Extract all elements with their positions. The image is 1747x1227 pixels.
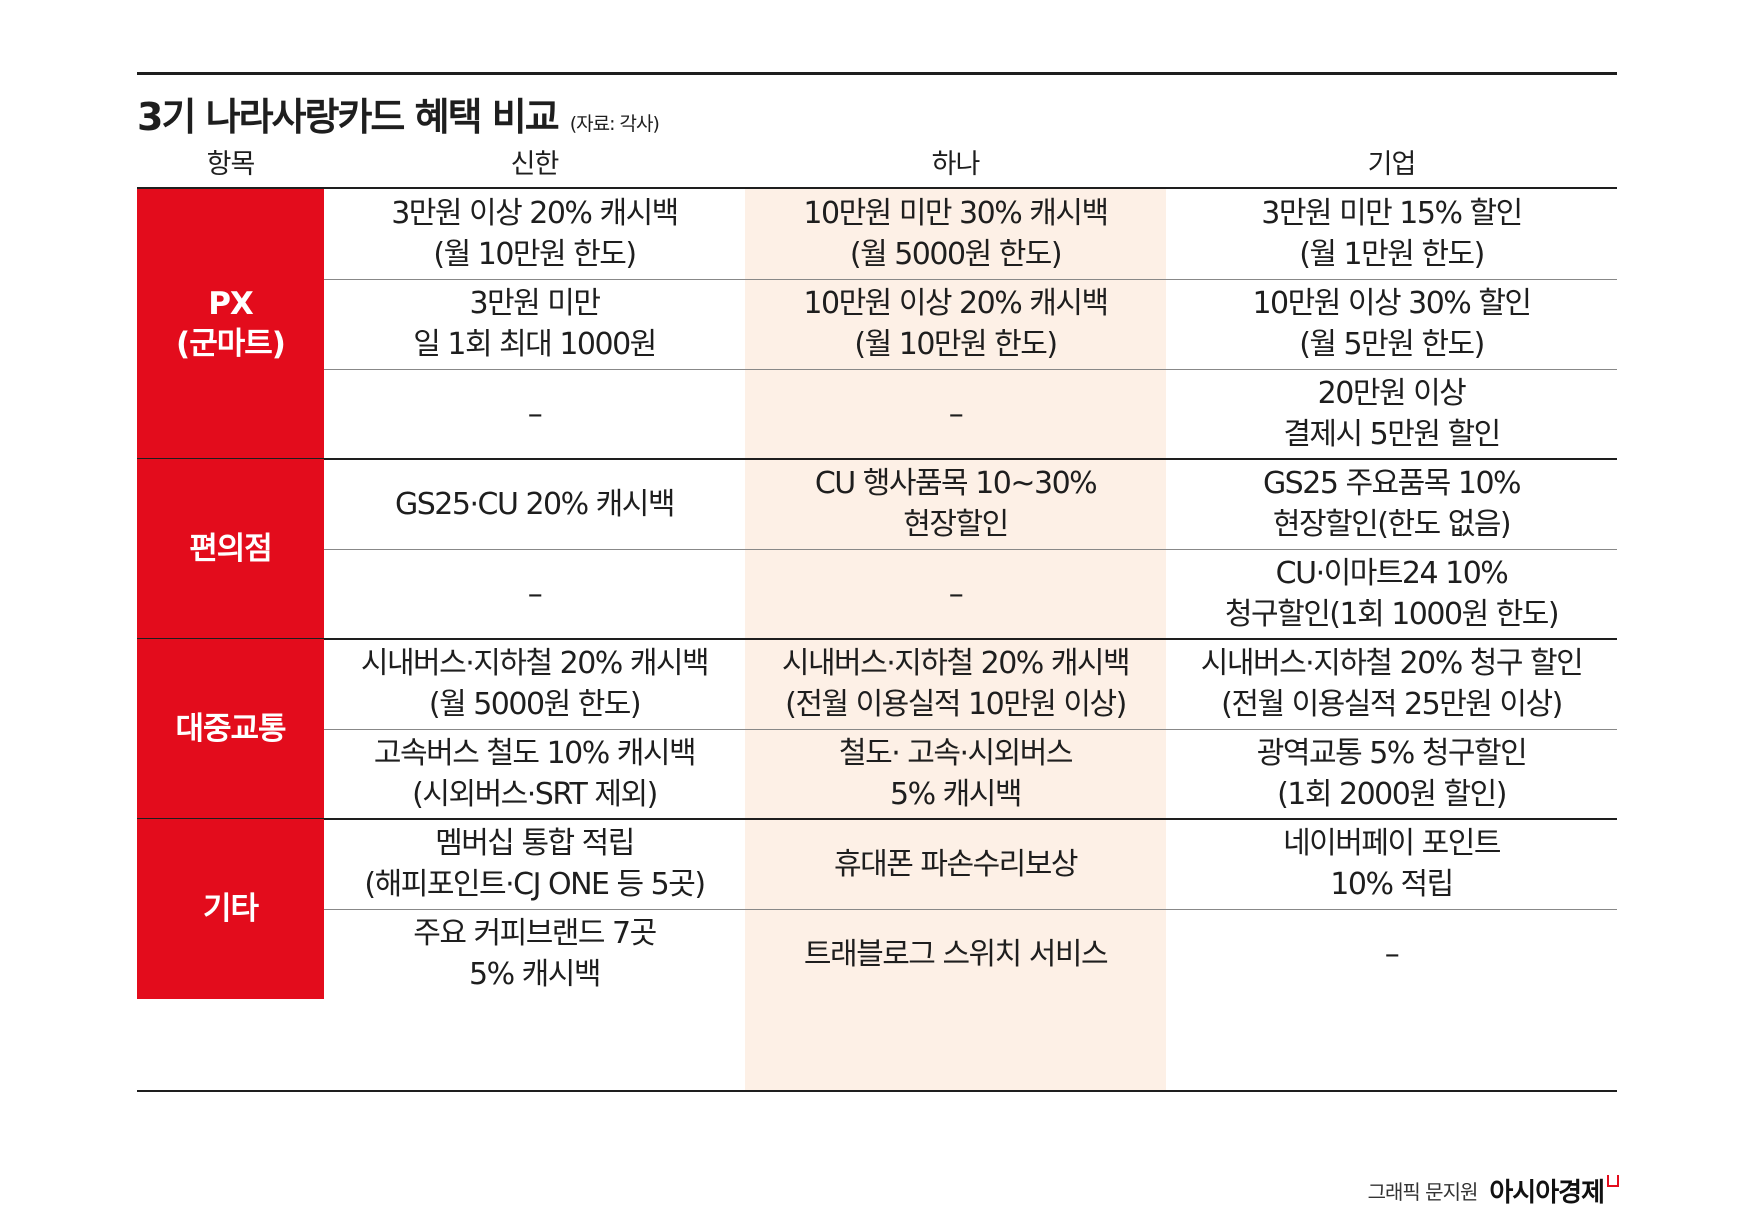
- benefit-table: PX (군마트) 3만원 이상 20% 캐시백 (월 10만원 한도) 10만원 미…: [137, 189, 1617, 1091]
- column-header-hana: 하나: [931, 149, 981, 180]
- cell-shinhan: GS25·CU 20% 캐시백: [395, 486, 675, 522]
- row-divider: [324, 909, 1617, 910]
- category-block: 편의점: [137, 459, 324, 639]
- cell-shinhan: 주요 커피브랜드 7곳 5% 캐시백: [413, 916, 657, 992]
- category-label: PX (군마트): [176, 286, 286, 362]
- group-divider: [137, 638, 1617, 640]
- cell-ibk: 네이버페이 포인트 10% 적립: [1283, 826, 1501, 902]
- cell-shinhan: 시내버스·지하철 20% 캐시백 (월 5000원 한도): [360, 646, 710, 722]
- cell-ibk: 3만원 미만 15% 할인 (월 1만원 한도): [1261, 196, 1523, 272]
- group-divider: [137, 458, 1617, 460]
- column-header-row: 항목 신한 하나 기업: [137, 142, 1617, 188]
- column-header-ibk: 기업: [1367, 149, 1417, 180]
- title-row: 3기 나라사랑카드 혜택 비교 (자료: 각사): [137, 86, 660, 142]
- publisher-logo: 아시아경제: [1489, 1178, 1605, 1208]
- page-title: 3기 나라사랑카드 혜택 비교: [137, 95, 560, 139]
- category-block: 대중교통: [137, 639, 324, 819]
- cell-hana: –: [948, 396, 964, 432]
- group-divider: [137, 818, 1617, 820]
- category-label: 대중교통: [175, 711, 286, 747]
- row-divider: [324, 279, 1617, 280]
- cell-hana: 휴대폰 파손수리보상: [834, 846, 1078, 882]
- top-rule: [137, 72, 1617, 75]
- cell-hana: 시내버스·지하철 20% 캐시백 (전월 이용실적 10만원 이상): [781, 646, 1131, 722]
- cell-shinhan: 3만원 이상 20% 캐시백 (월 10만원 한도): [391, 196, 679, 272]
- source-note: (자료: 각사): [569, 113, 660, 135]
- cell-ibk: –: [1384, 936, 1400, 972]
- category-block: PX (군마트): [137, 189, 324, 459]
- credit-footer: 그래픽 문지원 아시아경제: [1368, 1172, 1619, 1209]
- category-label: 편의점: [189, 531, 273, 567]
- cell-hana: 10만원 미만 30% 캐시백 (월 5000원 한도): [803, 196, 1109, 272]
- category-label: 기타: [202, 891, 259, 927]
- row-divider: [324, 729, 1617, 730]
- cell-hana: CU 행사품목 10~30% 현장할인: [814, 466, 1098, 542]
- cell-hana: 10만원 이상 20% 캐시백 (월 10만원 한도): [803, 286, 1109, 362]
- cell-ibk: CU·이마트24 10% 청구할인(1회 1000원 한도): [1224, 556, 1560, 632]
- row-divider: [324, 549, 1617, 550]
- cell-ibk: 광역교통 5% 청구할인 (1회 2000원 할인): [1256, 736, 1528, 812]
- logo-mark-icon: [1607, 1174, 1619, 1187]
- cell-shinhan: 멤버십 통합 적립 (해피포인트·CJ ONE 등 5곳): [364, 826, 706, 902]
- hana-column-highlight: [745, 189, 1166, 1091]
- cell-hana: 트래블로그 스위치 서비스: [803, 936, 1109, 972]
- category-block: 기타: [137, 819, 324, 999]
- cell-shinhan: 3만원 미만 일 1회 최대 1000원: [413, 286, 657, 362]
- cell-shinhan: –: [527, 576, 543, 612]
- cell-hana: 철도· 고속·시외버스 5% 캐시백: [839, 736, 1073, 812]
- column-header-item: 항목: [206, 149, 256, 180]
- column-header-shinhan: 신한: [510, 149, 560, 180]
- cell-shinhan: 고속버스 철도 10% 캐시백 (시외버스·SRT 제외): [373, 736, 697, 812]
- cell-ibk: 10만원 이상 30% 할인 (월 5만원 한도): [1252, 286, 1532, 362]
- cell-ibk: 20만원 이상 결제시 5만원 할인: [1283, 376, 1501, 452]
- cell-ibk: 시내버스·지하철 20% 청구 할인 (전월 이용실적 25만원 이상): [1200, 646, 1584, 722]
- cell-hana: –: [948, 576, 964, 612]
- row-divider: [324, 369, 1617, 370]
- cell-shinhan: –: [527, 396, 543, 432]
- bottom-rule: [137, 1090, 1617, 1092]
- header-rule: [137, 187, 1617, 189]
- graphic-credit: 그래픽 문지원: [1367, 1180, 1479, 1204]
- cell-ibk: GS25 주요품목 10% 현장할인(한도 없음): [1262, 466, 1522, 542]
